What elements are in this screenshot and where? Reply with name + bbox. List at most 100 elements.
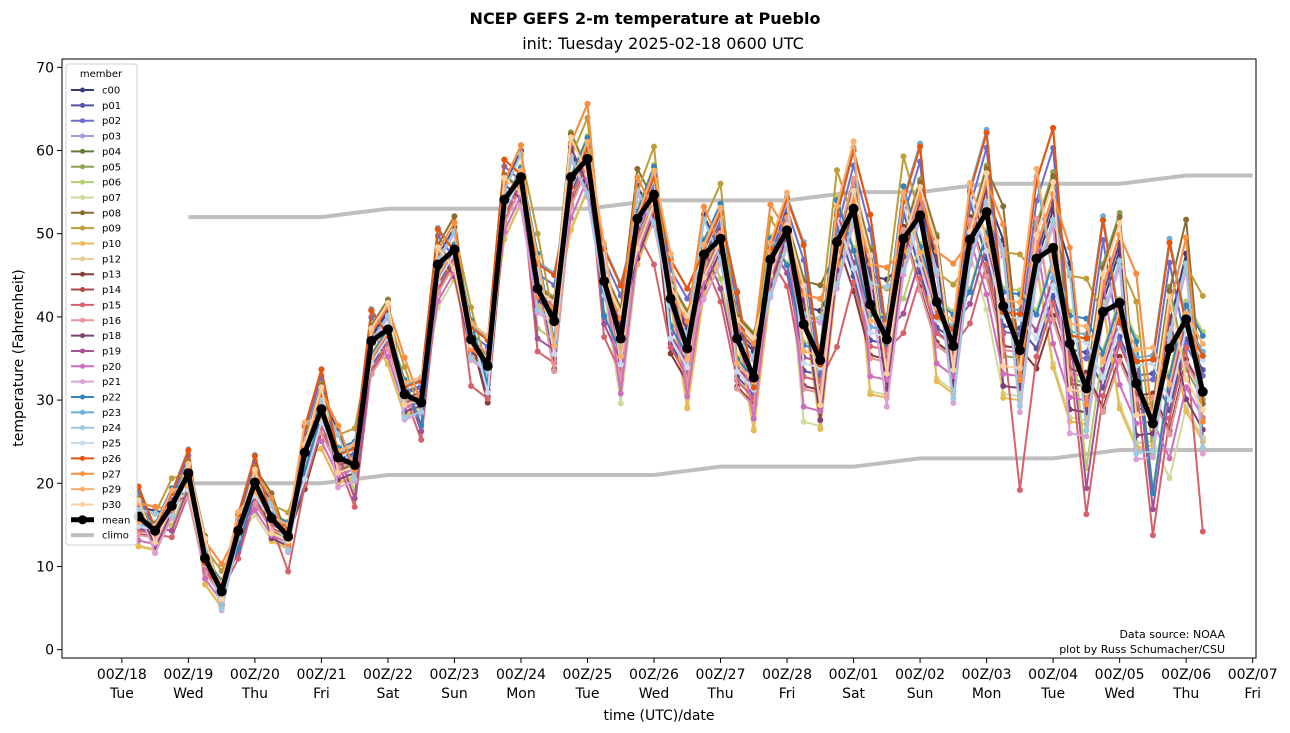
x-tick-label-date: 00Z/05: [1095, 667, 1145, 683]
member-point: [817, 426, 824, 433]
member-point: [1116, 257, 1123, 264]
member-point: [900, 330, 907, 337]
member-point: [1083, 275, 1090, 282]
member-point: [900, 271, 907, 278]
legend-item-p10: p10: [71, 239, 121, 250]
climo-line-lower: [188, 448, 1253, 486]
mean-point: [166, 500, 177, 511]
member-point: [551, 343, 558, 350]
member-point: [1133, 412, 1140, 419]
x-tick-label-day: Fri: [779, 686, 796, 702]
member-point: [833, 343, 840, 350]
member-point: [1083, 433, 1090, 440]
member-point: [551, 351, 558, 358]
members-layer: [135, 100, 1206, 614]
member-point: [1100, 217, 1107, 224]
member-point: [1133, 270, 1140, 277]
member-point: [218, 596, 225, 603]
member-point: [301, 476, 308, 483]
x-tick-label-date: 00Z/04: [1028, 667, 1078, 683]
member-point: [318, 430, 325, 437]
member-point: [950, 395, 957, 402]
member-point: [617, 282, 624, 289]
member-point: [401, 401, 408, 408]
legend-label: p05: [102, 162, 121, 173]
member-point: [1100, 374, 1107, 381]
member-point: [601, 313, 608, 320]
member-point: [1149, 376, 1156, 383]
mean-point: [532, 283, 543, 294]
member-point: [1033, 215, 1040, 222]
member-point: [817, 315, 824, 322]
member-point: [917, 179, 924, 186]
member-point: [468, 382, 475, 389]
member-point: [1116, 357, 1123, 364]
member-point: [1183, 344, 1190, 351]
mean-point: [715, 233, 726, 244]
member-point: [966, 320, 973, 327]
member-point: [268, 494, 275, 501]
legend-marker: [80, 271, 85, 277]
credit-author: plot by Russ Schumacher/CSU: [1059, 643, 1225, 656]
mean-point: [599, 276, 610, 287]
mean-point: [998, 301, 1009, 312]
mean-point: [1064, 338, 1075, 349]
member-point: [850, 138, 857, 145]
x-tick-label-date: 00Z/03: [962, 667, 1012, 683]
member-point: [434, 226, 441, 233]
member-point: [1066, 270, 1073, 277]
member-point: [1100, 358, 1107, 365]
x-tick-label-date: 00Z/26: [629, 667, 679, 683]
member-point: [717, 180, 724, 187]
mean-point: [582, 153, 593, 164]
member-point: [833, 203, 840, 210]
legend-label: p15: [102, 300, 121, 311]
mean-point: [615, 333, 626, 344]
member-point: [468, 355, 475, 362]
x-tick-label-day: Sat: [842, 686, 865, 702]
member-point: [817, 282, 824, 289]
legend-label: c00: [102, 86, 120, 97]
legend-item-p15: p15: [71, 300, 121, 311]
member-point: [218, 560, 225, 567]
mean-point: [981, 207, 992, 218]
member-point: [883, 370, 890, 377]
legend-marker: [80, 118, 85, 124]
legend-item-p02: p02: [71, 116, 121, 127]
legend-marker: [80, 363, 85, 369]
member-point: [983, 129, 990, 136]
member-point: [1116, 213, 1123, 220]
member-point: [1133, 456, 1140, 463]
member-point: [767, 201, 774, 208]
member-point: [218, 605, 225, 612]
member-point: [933, 360, 940, 367]
member-point: [684, 312, 691, 319]
member-point: [1050, 340, 1057, 347]
member-point: [684, 393, 691, 400]
mean-point: [316, 404, 327, 415]
member-point: [601, 240, 608, 247]
x-tick-label-date: 00Z/21: [296, 667, 346, 683]
x-tick-label-day: Sat: [376, 686, 399, 702]
member-point: [501, 156, 508, 163]
member-point: [1000, 331, 1007, 338]
mean-point: [1131, 378, 1142, 389]
member-point: [1033, 311, 1040, 318]
member-point: [1183, 216, 1190, 223]
mean-point: [948, 341, 959, 352]
member-point: [933, 330, 940, 337]
member-point: [800, 403, 807, 410]
legend-label: p22: [102, 393, 121, 404]
member-point: [601, 321, 608, 328]
member-point: [1050, 216, 1057, 223]
member-point: [651, 167, 658, 174]
member-point: [1033, 231, 1040, 238]
y-tick-label: 40: [36, 310, 54, 326]
member-point: [185, 447, 192, 454]
member-point: [684, 356, 691, 363]
mean-point: [848, 203, 859, 214]
member-point: [784, 189, 791, 196]
member-point: [933, 267, 940, 274]
x-tick-label-date: 00Z/01: [829, 667, 879, 683]
member-point: [750, 427, 757, 434]
